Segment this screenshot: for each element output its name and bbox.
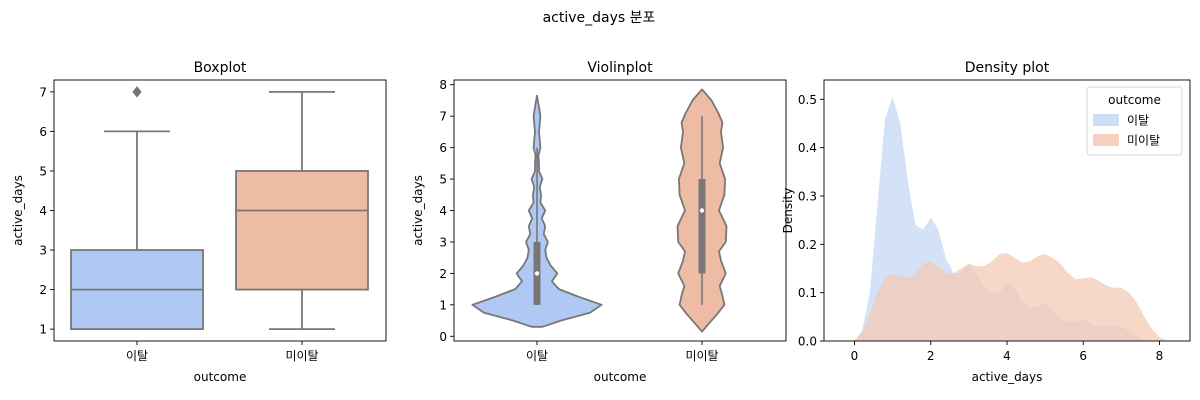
y-tick-label: 5: [39, 164, 47, 178]
figure-title: active_days 분포: [543, 10, 656, 26]
x-tick-label: 미이탈: [685, 349, 718, 363]
y-tick-label: 3: [39, 244, 47, 258]
y-tick-label: 7: [39, 85, 47, 99]
panel-title: Density plot: [965, 60, 1050, 76]
panel-title: Violinplot: [587, 60, 653, 76]
y-tick-label: 5: [439, 173, 447, 187]
y-tick-label: 0.5: [798, 93, 817, 107]
y-tick-label: 4: [439, 204, 447, 218]
legend-swatch: [1093, 114, 1119, 126]
y-tick-label: 4: [39, 204, 47, 218]
box-stay: [235, 170, 369, 291]
density-panel: Density plot active_days Density 0.0 0.1 0.2 0…: [781, 60, 1191, 384]
density-area-stay: [854, 253, 1168, 341]
x-axis-label: active_days: [972, 370, 1043, 384]
y-tick-label: 0.2: [798, 238, 817, 252]
plot-frame: [53, 79, 387, 342]
violinplot-panel: Violinplot outcome active_days 0 1 2 3 4 5 6 7 8 이탈 미…: [411, 60, 787, 384]
y-axis-label: active_days: [411, 175, 425, 246]
y-axis-label: Density: [781, 188, 795, 234]
x-tick-label: 2: [927, 349, 935, 363]
x-tick-label: 0: [851, 349, 859, 363]
y-tick-label: 8: [439, 78, 447, 92]
legend-title: outcome: [1108, 93, 1161, 107]
legend-label: 이탈: [1127, 114, 1149, 128]
x-tick-label: 6: [1079, 349, 1087, 363]
plot-frame: [823, 79, 1191, 342]
y-tick-label: 3: [439, 235, 447, 249]
violin-median-dot: [534, 271, 540, 276]
y-tick-label: 0.0: [798, 335, 817, 349]
y-tick-label: 2: [39, 283, 47, 297]
violin-median-dot: [699, 208, 705, 213]
x-axis-label: outcome: [594, 370, 647, 384]
x-tick-label: 이탈: [126, 349, 148, 363]
legend-label: 미이탈: [1127, 134, 1160, 148]
y-axis-label: active_days: [11, 175, 25, 246]
x-axis-label: outcome: [194, 370, 247, 384]
y-tick-label: 1: [39, 323, 47, 337]
y-tick-label: 6: [39, 125, 47, 139]
x-tick-label: 이탈: [526, 349, 548, 363]
boxplot-panel: Boxplot outcome active_days 1 2 3 4 5 6 7 이탈 미이탈: [11, 60, 387, 384]
y-tick-label: 2: [439, 267, 447, 281]
legend-swatch: [1093, 134, 1119, 146]
y-tick-label: 0.3: [798, 190, 817, 204]
x-tick-label: 미이탈: [285, 349, 318, 363]
y-tick-label: 0.4: [798, 141, 817, 155]
outlier-marker: [132, 86, 142, 98]
panel-title: Boxplot: [194, 60, 247, 76]
y-tick-label: 0: [439, 330, 447, 344]
y-tick-label: 0.1: [798, 286, 817, 300]
violin-iqr-box: [698, 179, 706, 274]
x-tick-label: 8: [1156, 349, 1164, 363]
x-tick-label: 4: [1003, 349, 1011, 363]
plot-frame: [453, 79, 787, 342]
y-tick-label: 7: [439, 110, 447, 124]
y-tick-label: 6: [439, 141, 447, 155]
y-tick-label: 1: [439, 298, 447, 312]
